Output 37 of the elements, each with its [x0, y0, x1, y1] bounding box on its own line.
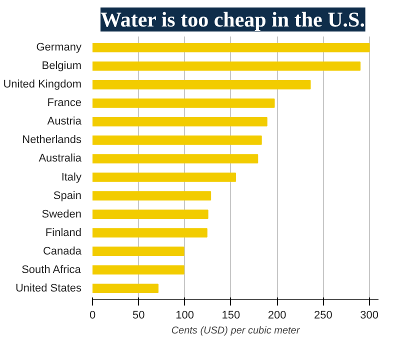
- x-tick-label: 300: [360, 310, 378, 322]
- bar: [92, 172, 236, 182]
- x-tick-label: 200: [268, 310, 286, 322]
- y-tick-label: Canada: [42, 245, 82, 258]
- chart-title: Water is too cheap in the U.S.: [100, 8, 365, 32]
- y-tick-label: Sweden: [42, 208, 82, 220]
- y-tick-label: Belgium: [42, 60, 82, 72]
- bar: [92, 284, 159, 294]
- bar: [92, 210, 208, 219]
- y-tick-label: Germany: [36, 42, 82, 54]
- bar: [92, 117, 268, 126]
- y-tick-label: Austria: [47, 116, 82, 128]
- y-tick-label: France: [47, 97, 82, 110]
- x-axis-title: Cents (USD) per cubic meter: [171, 326, 300, 336]
- bar: [92, 98, 275, 108]
- x-tick-label: 100: [176, 310, 194, 322]
- x-tick-label: 250: [314, 310, 332, 322]
- bar: [92, 265, 184, 275]
- bar: [92, 80, 311, 90]
- y-tick-label: United Kingdom: [3, 78, 82, 91]
- y-tick-label: Spain: [53, 190, 82, 202]
- y-tick-label: South Africa: [22, 264, 82, 276]
- x-tick-label: 150: [222, 310, 240, 322]
- y-tick-label: Italy: [61, 171, 82, 184]
- bar: [92, 61, 361, 71]
- y-tick-label: Australia: [38, 152, 82, 165]
- y-tick-label: Finland: [45, 226, 82, 239]
- y-tick-label: Netherlands: [22, 134, 82, 146]
- x-tick-label: 0: [89, 310, 96, 322]
- x-tick-label: 50: [132, 310, 145, 322]
- bar: [92, 154, 258, 164]
- bar: [92, 246, 184, 256]
- y-tick-label: United States: [15, 282, 82, 294]
- bar: [92, 228, 208, 238]
- bar: [92, 136, 262, 145]
- bar: [92, 191, 212, 200]
- bar: [92, 42, 370, 52]
